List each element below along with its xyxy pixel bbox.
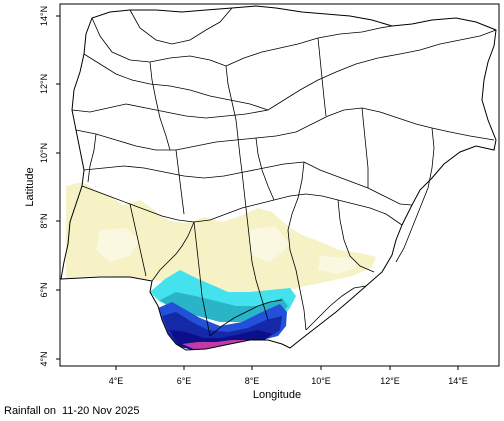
rainfall-layer-extreme [182,340,246,350]
y-tick-label: 10°N [39,143,49,163]
x-tick-label: 10°E [311,376,331,386]
caption-period: 11-20 Nov 2025 [61,405,140,417]
y-tick-label: 6°N [39,282,49,297]
x-tick-label: 8°E [245,376,260,386]
y-tick-label: 4°N [39,351,49,366]
x-tick-label: 6°E [177,376,192,386]
y-axis-title: Latitude [24,167,36,206]
x-axis-title: Longitude [253,389,301,401]
caption-prefix: Rainfall on [4,405,56,417]
y-axis-ticks [56,15,60,360]
ocean-area [61,277,300,365]
rainfall-layer-light [66,182,376,295]
x-tick-label: 14°E [448,376,468,386]
country-boundary [60,5,497,351]
x-axis-ticks [115,366,459,370]
basin-boundaries [71,7,497,337]
rainfall-layer-very-light [96,226,360,274]
x-tick-label: 4°E [109,376,124,386]
y-tick-label: 14°N [39,6,49,26]
y-tick-label: 8°N [39,213,49,228]
x-tick-label: 12°E [380,376,400,386]
y-tick-label: 12°N [39,74,49,94]
map-caption: Rainfall on 11-20 Nov 2025 [4,405,145,417]
